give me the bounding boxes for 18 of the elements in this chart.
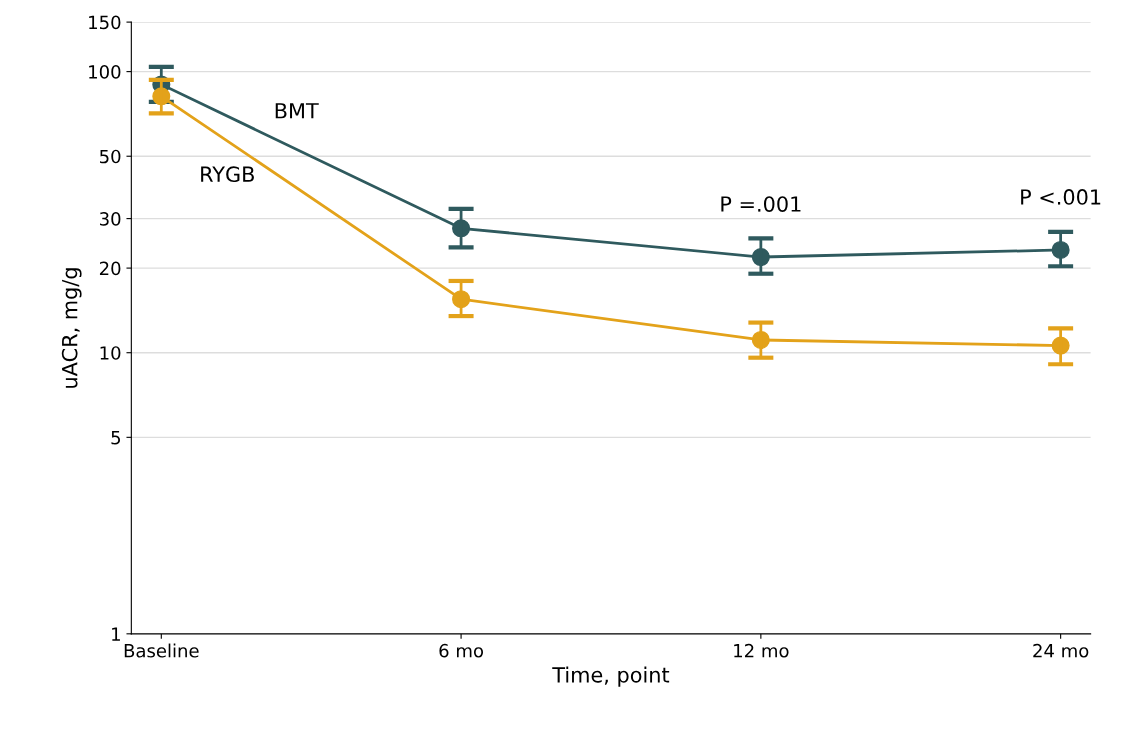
y-tick-label: 100 bbox=[89, 65, 121, 79]
x-tick-label: 6 mo bbox=[439, 643, 484, 658]
y-tick-label: 30 bbox=[100, 212, 121, 226]
annotation: P =.001 bbox=[721, 196, 801, 212]
y-tick-label: 20 bbox=[99, 261, 121, 276]
y-tick-label: 50 bbox=[100, 149, 121, 164]
series-label: RYGB bbox=[201, 166, 254, 183]
y-tick-label: 10 bbox=[100, 346, 121, 360]
x-tick-label: 24 mo bbox=[1033, 643, 1089, 658]
y-tick-label: 1 bbox=[112, 627, 120, 641]
annotation: P <.001 bbox=[1021, 189, 1101, 205]
series-label: BMT bbox=[275, 103, 319, 119]
y-tick-label: 5 bbox=[111, 431, 121, 445]
x-axis-title: Time, point bbox=[552, 666, 670, 687]
x-tick-label: Baseline bbox=[124, 643, 199, 658]
y-axis-title: uACR, mg/g bbox=[61, 268, 82, 388]
x-tick-label: 12 mo bbox=[734, 643, 789, 658]
y-tick-label: 150 bbox=[89, 15, 121, 30]
